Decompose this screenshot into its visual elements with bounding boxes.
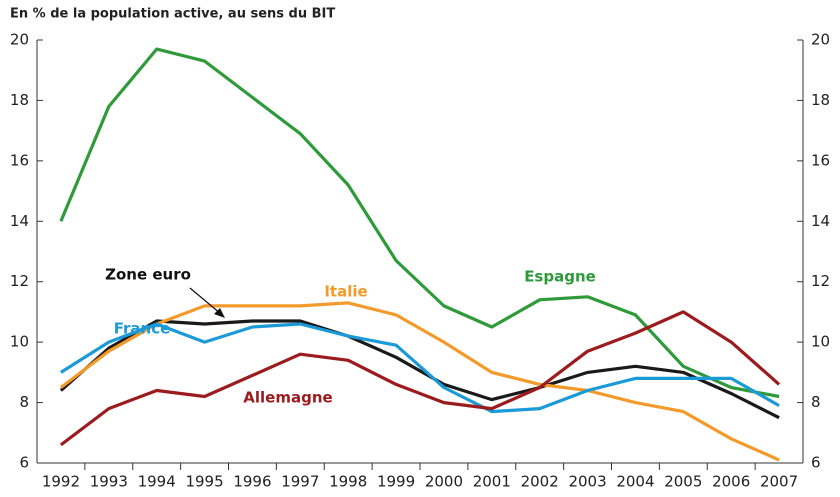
x-tick-label: 1998 <box>329 473 367 491</box>
y2-tick-label: 10 <box>811 333 830 351</box>
y-tick-label: 6 <box>19 454 29 472</box>
y-tick-label: 8 <box>19 393 29 411</box>
series-label: Zone euro <box>105 266 191 284</box>
y2-tick-label: 18 <box>811 91 830 109</box>
x-tick-label: 2002 <box>521 473 559 491</box>
series-label: Italie <box>324 283 367 301</box>
x-tick-label: 2007 <box>760 473 798 491</box>
line <box>59 47 780 399</box>
x-tick-label: 1996 <box>233 473 271 491</box>
y2-tick-label: 20 <box>811 31 830 49</box>
series-label: Espagne <box>524 268 596 286</box>
y2-tick-label: 8 <box>811 393 821 411</box>
x-tick-label: 2000 <box>425 473 463 491</box>
y-tick-label: 12 <box>10 272 29 290</box>
x-tick-label: 1994 <box>138 473 176 491</box>
line <box>59 310 781 447</box>
x-tick-label: 1992 <box>42 473 80 491</box>
y-tick-label: 14 <box>10 212 29 230</box>
y2-tick-label: 6 <box>811 454 821 472</box>
y-tick-label: 16 <box>10 151 29 169</box>
y-tick-label: 18 <box>10 91 29 109</box>
annotation-arrowhead <box>214 308 225 318</box>
x-tick-label: 1993 <box>90 473 128 491</box>
x-tick-label: 2004 <box>616 473 654 491</box>
x-tick-label: 1997 <box>281 473 319 491</box>
x-tick-label: 1995 <box>185 473 223 491</box>
x-tick-label: 1999 <box>377 473 415 491</box>
series-label: Allemagne <box>243 389 332 407</box>
line <box>60 322 780 414</box>
y2-tick-label: 14 <box>811 212 830 230</box>
y2-tick-label: 12 <box>811 272 830 290</box>
x-tick-label: 2006 <box>712 473 750 491</box>
x-tick-label: 2003 <box>568 473 606 491</box>
annotation-arrow <box>189 287 222 315</box>
chart-title: En % de la population active, au sens du… <box>10 7 335 22</box>
y-tick-label: 20 <box>10 31 29 49</box>
line <box>59 319 780 420</box>
line <box>59 301 780 462</box>
x-tick-label: 2001 <box>473 473 511 491</box>
y2-tick-label: 16 <box>811 151 830 169</box>
x-tick-label: 2005 <box>664 473 702 491</box>
series-label: France <box>114 320 171 338</box>
y-tick-label: 10 <box>10 333 29 351</box>
